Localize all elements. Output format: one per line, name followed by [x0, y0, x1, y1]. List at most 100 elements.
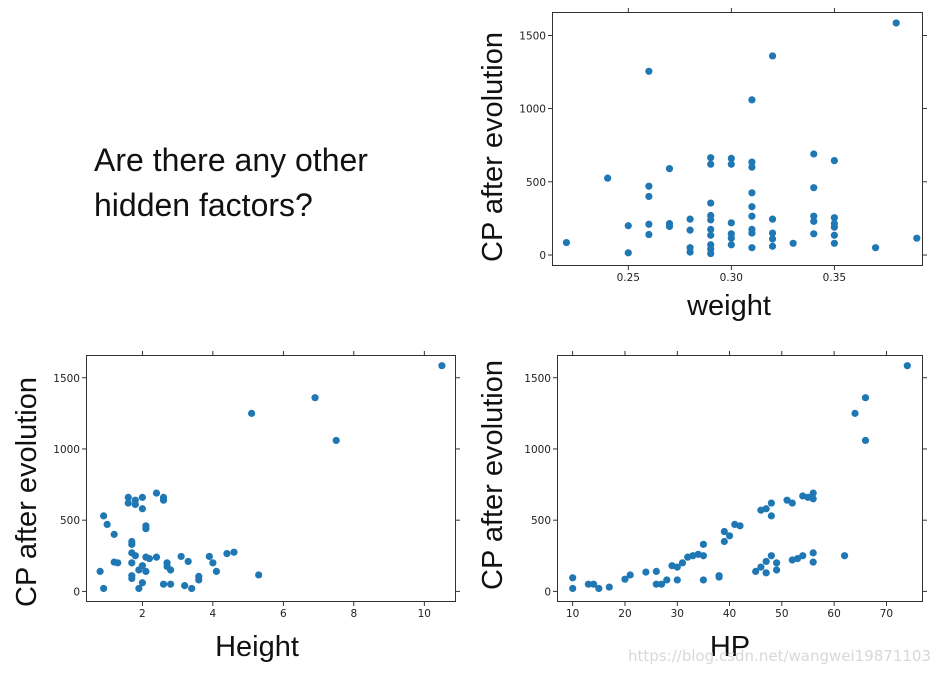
- y-tick-label: 1500: [524, 373, 551, 385]
- y-tick-label: 0: [73, 586, 80, 598]
- weight-scatter-chart: 0.25 0.30 0.35 0 500 1000 1500: [519, 8, 927, 284]
- data-point: [166, 580, 175, 588]
- data-point: [767, 512, 775, 520]
- data-point: [699, 540, 707, 548]
- data-point: [810, 212, 818, 220]
- data-point: [96, 567, 104, 575]
- data-point: [645, 230, 653, 239]
- data-point: [788, 499, 796, 507]
- data-point: [645, 182, 653, 190]
- data-point: [727, 160, 735, 168]
- x-tick-label: 2: [139, 608, 146, 620]
- data-point: [626, 571, 634, 579]
- data-point: [159, 580, 168, 588]
- y-tick-label: 500: [531, 515, 551, 527]
- data-point: [762, 557, 770, 566]
- data-point: [748, 203, 756, 211]
- data-point: [678, 559, 687, 567]
- data-point: [809, 495, 817, 503]
- data-point: [621, 575, 629, 583]
- data-point: [707, 216, 715, 224]
- data-point: [773, 559, 781, 567]
- height-scatter-chart: 2 4 6 8 10 0 500 1000 1500: [53, 351, 460, 620]
- data-point: [142, 525, 150, 533]
- hp-xlabel: HP: [709, 631, 751, 663]
- data-point: [789, 239, 797, 247]
- y-tick-label: 1000: [53, 444, 80, 456]
- data-point: [311, 394, 319, 402]
- data-point: [145, 554, 154, 563]
- y-tick-label: 1500: [519, 30, 546, 42]
- data-point: [569, 584, 577, 593]
- y-tick-label: 0: [544, 586, 551, 598]
- data-point: [686, 215, 694, 223]
- data-point: [830, 156, 838, 165]
- data-point: [209, 559, 217, 567]
- data-point: [757, 563, 765, 571]
- data-point: [152, 489, 161, 497]
- data-point: [830, 231, 838, 239]
- data-point: [673, 576, 681, 584]
- data-point: [673, 563, 681, 571]
- x-tick-label: 0.30: [720, 272, 743, 284]
- data-point: [159, 496, 168, 504]
- data-point: [205, 552, 213, 561]
- data-point: [686, 226, 694, 234]
- data-point: [773, 566, 781, 574]
- data-point: [810, 217, 818, 225]
- data-point: [138, 579, 146, 587]
- data-point: [892, 19, 900, 27]
- data-point: [142, 567, 150, 575]
- data-point: [590, 580, 598, 588]
- data-point: [720, 537, 728, 546]
- data-point: [830, 214, 838, 222]
- data-point: [177, 552, 185, 561]
- hp-ylabel: CP after evolution: [477, 360, 509, 590]
- data-point: [652, 567, 660, 575]
- data-point: [861, 436, 870, 445]
- data-point: [332, 436, 340, 445]
- data-point: [657, 580, 666, 588]
- height-xlabel: Height: [215, 631, 299, 663]
- height-ylabel: CP after evolution: [11, 377, 43, 607]
- data-point: [752, 567, 760, 575]
- data-point: [569, 574, 577, 582]
- data-point: [595, 584, 603, 593]
- plot-frame: [557, 355, 923, 602]
- data-point: [861, 394, 870, 402]
- x-tick-label: 30: [671, 608, 684, 620]
- data-point: [642, 568, 650, 576]
- data-point: [181, 582, 189, 590]
- x-tick-label: 4: [210, 608, 217, 620]
- data-point: [699, 552, 707, 560]
- data-point: [748, 229, 756, 237]
- question-line-2: hidden factors?: [94, 187, 313, 223]
- data-point: [584, 580, 592, 588]
- x-tick-label: 8: [350, 608, 357, 620]
- data-point: [604, 174, 612, 182]
- y-tick-label: 0: [539, 250, 546, 262]
- data-point: [720, 527, 728, 536]
- data-point: [707, 154, 715, 162]
- data-point: [727, 241, 735, 249]
- data-point: [748, 163, 756, 171]
- weight-xlabel: weight: [687, 290, 771, 322]
- data-point: [810, 184, 818, 192]
- data-point: [652, 580, 660, 588]
- y-tick-label: 500: [60, 515, 80, 527]
- x-tick-label: 10: [418, 608, 431, 620]
- data-point: [767, 499, 775, 507]
- data-point: [727, 219, 735, 227]
- data-point: [810, 150, 818, 158]
- data-point: [124, 499, 132, 507]
- data-point: [903, 362, 911, 370]
- data-point: [152, 553, 161, 561]
- data-point: [707, 225, 715, 234]
- data-point: [707, 249, 715, 258]
- data-point: [762, 505, 770, 513]
- watermark: https://blog.csdn.net/wangwei19871103: [628, 647, 931, 665]
- data-point: [645, 220, 653, 228]
- data-point: [438, 362, 446, 370]
- data-point: [138, 505, 146, 513]
- x-tick-label: 50: [775, 608, 788, 620]
